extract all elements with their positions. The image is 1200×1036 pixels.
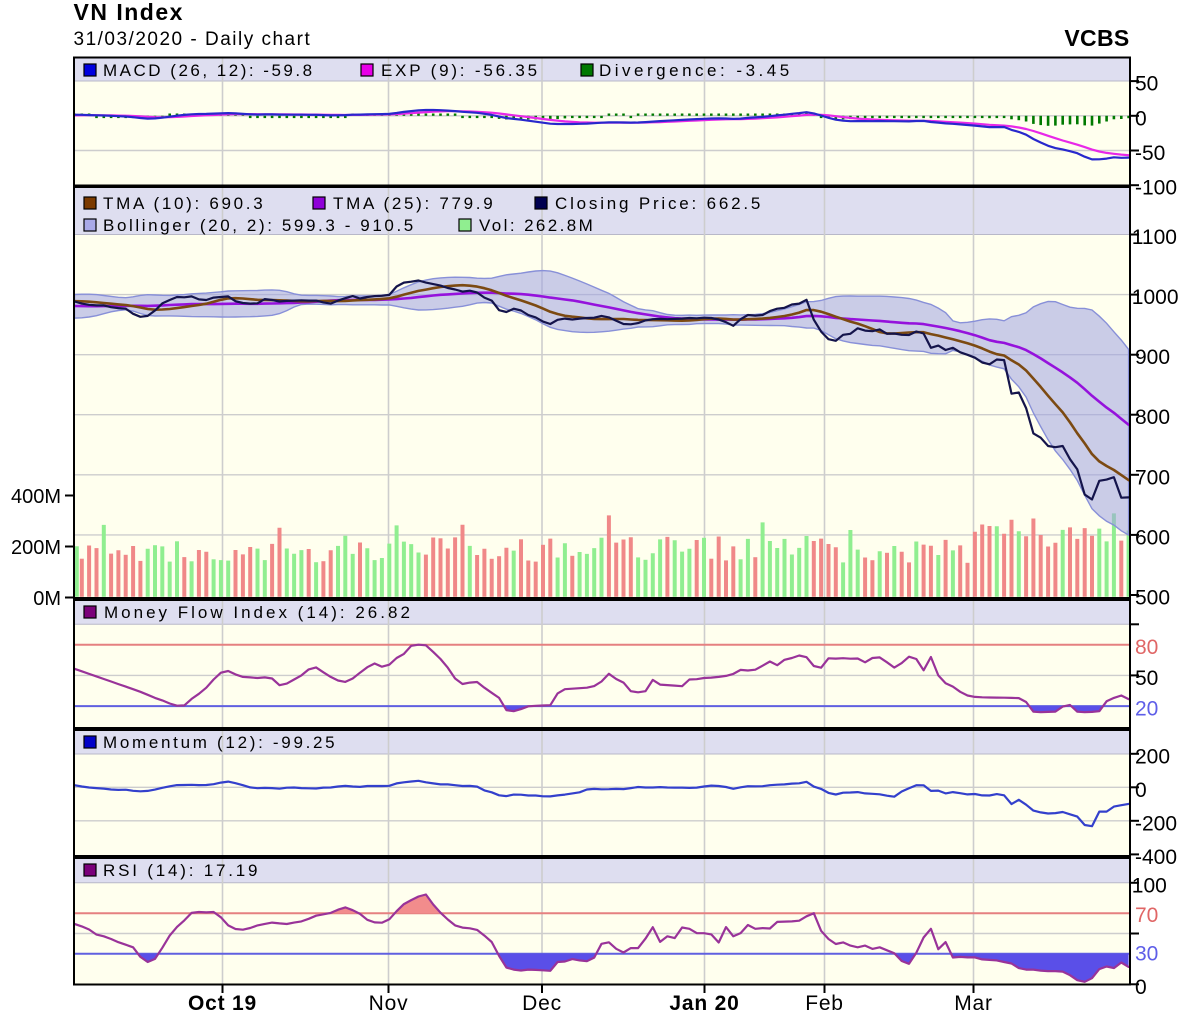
- svg-text:Mar: Mar: [954, 992, 993, 1015]
- svg-text:Money Flow Index (14): 26.82: Money Flow Index (14): 26.82: [104, 603, 413, 622]
- svg-text:0: 0: [1135, 976, 1147, 999]
- svg-text:Feb: Feb: [805, 992, 844, 1015]
- svg-text:VCBS: VCBS: [1064, 25, 1129, 51]
- svg-text:-200: -200: [1135, 812, 1177, 835]
- svg-text:30: 30: [1135, 942, 1158, 965]
- svg-text:50: 50: [1135, 73, 1158, 96]
- svg-text:0: 0: [1135, 779, 1147, 802]
- svg-text:Bollinger (20, 2): 599.3 - 910: Bollinger (20, 2): 599.3 - 910.5: [103, 216, 416, 235]
- svg-text:31/03/2020 - Daily chart: 31/03/2020 - Daily chart: [74, 29, 312, 50]
- svg-text:-100: -100: [1135, 177, 1177, 200]
- svg-text:0M: 0M: [33, 588, 61, 610]
- svg-text:TMA (25): 779.9: TMA (25): 779.9: [333, 194, 495, 213]
- svg-text:80: 80: [1135, 636, 1158, 659]
- svg-text:RSI (14): 17.19: RSI (14): 17.19: [103, 861, 260, 880]
- svg-text:Closing Price: 662.5: Closing Price: 662.5: [555, 194, 763, 213]
- svg-text:VN Index: VN Index: [74, 0, 184, 25]
- svg-text:Oct 19: Oct 19: [188, 992, 257, 1015]
- svg-text:400M: 400M: [11, 486, 61, 508]
- svg-text:1100: 1100: [1132, 226, 1177, 249]
- svg-text:700: 700: [1135, 466, 1170, 489]
- svg-text:500: 500: [1135, 587, 1170, 610]
- svg-text:Dec: Dec: [522, 992, 562, 1015]
- svg-text:0: 0: [1135, 107, 1147, 130]
- svg-text:Jan 20: Jan 20: [669, 992, 739, 1015]
- svg-text:200: 200: [1135, 745, 1170, 768]
- svg-text:70: 70: [1135, 904, 1158, 927]
- svg-text:1000: 1000: [1132, 286, 1179, 309]
- svg-text:900: 900: [1135, 346, 1170, 369]
- svg-text:100: 100: [1132, 874, 1167, 897]
- svg-text:MACD (26, 12): -59.8: MACD (26, 12): -59.8: [103, 61, 315, 80]
- svg-text:EXP (9): -56.35: EXP (9): -56.35: [381, 61, 540, 80]
- svg-text:50: 50: [1135, 667, 1158, 690]
- svg-text:-50: -50: [1135, 142, 1165, 165]
- svg-text:200M: 200M: [11, 537, 61, 559]
- svg-text:TMA (10): 690.3: TMA (10): 690.3: [103, 194, 265, 213]
- svg-text:-400: -400: [1135, 846, 1177, 869]
- svg-text:Momentum (12): -99.25: Momentum (12): -99.25: [103, 733, 337, 752]
- svg-text:Nov: Nov: [369, 992, 409, 1015]
- svg-text:Divergence: -3.45: Divergence: -3.45: [599, 61, 793, 80]
- svg-text:20: 20: [1135, 698, 1158, 721]
- svg-text:Vol: 262.8M: Vol: 262.8M: [479, 216, 595, 235]
- svg-text:800: 800: [1135, 406, 1170, 429]
- svg-text:600: 600: [1135, 526, 1170, 549]
